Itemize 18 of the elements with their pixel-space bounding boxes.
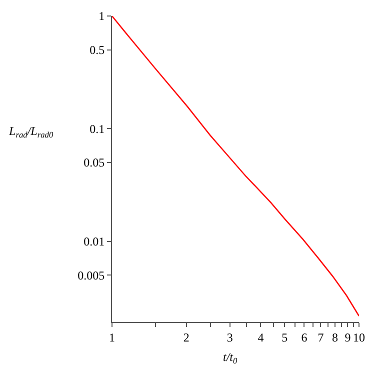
y-tick-label: 0.1 [90, 122, 105, 136]
x-tick-label: 7 [318, 330, 324, 344]
x-tick-label: 8 [332, 330, 338, 344]
x-tick-label: 3 [226, 330, 233, 344]
x-tick-label: 4 [258, 330, 264, 344]
y-tick-label: 1 [98, 9, 105, 24]
y-tick-label: 0.005 [78, 268, 105, 282]
y-axis-title: L$_{rad}$/L$_{rad0}$ [8, 124, 54, 140]
x-tick-label: 6 [301, 330, 308, 344]
y-tick-label: 0.5 [90, 43, 105, 58]
x-tick-label: 10 [353, 330, 365, 344]
x-tick-label: 5 [282, 330, 288, 344]
x-axis-title: t/t$_{0}$ [223, 350, 238, 366]
x-tick-label: 9 [344, 330, 351, 344]
y-tick-label: 0.01 [84, 234, 105, 248]
y-tick-label: 0.05 [84, 156, 105, 170]
x-tick-label: 1 [109, 330, 115, 344]
x-tick-label: 2 [183, 330, 190, 344]
